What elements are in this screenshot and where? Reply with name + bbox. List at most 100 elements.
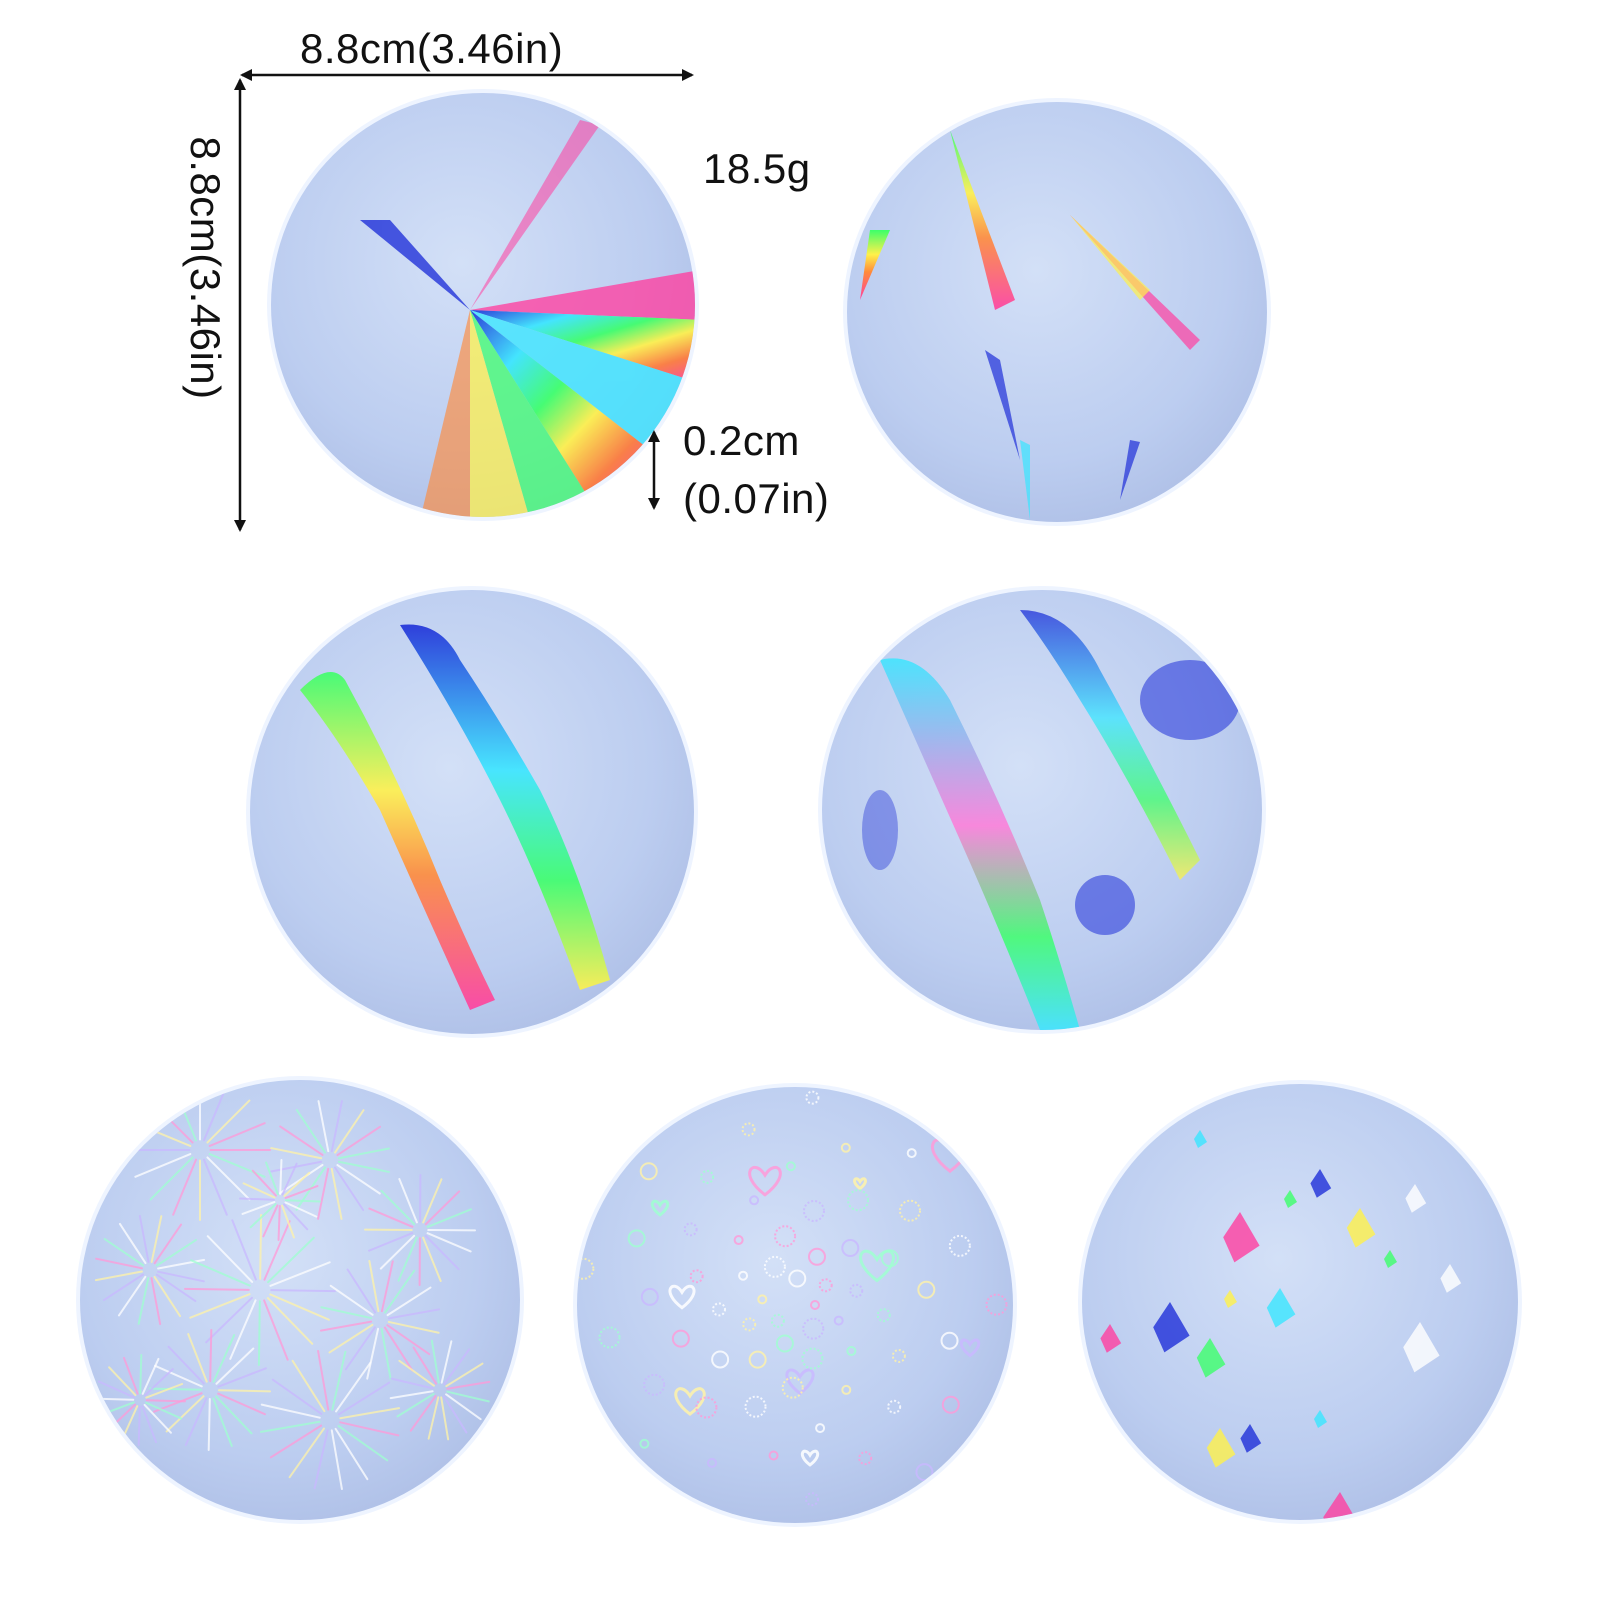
firework-ray	[398, 1359, 435, 1387]
dot-ring	[948, 1234, 971, 1257]
dot-ring	[858, 1451, 873, 1466]
firework-ray	[277, 1204, 281, 1241]
dot-ring	[985, 1293, 1008, 1316]
firework-ray	[368, 1207, 414, 1228]
firework-ray	[446, 1380, 491, 1390]
firework-ray	[145, 1383, 184, 1399]
firework-ray	[442, 1395, 468, 1434]
dot-ring	[846, 1346, 857, 1357]
firework-ray	[446, 1390, 490, 1403]
firework-ray	[317, 1167, 330, 1220]
firework-ray	[380, 1189, 416, 1226]
firework-ray	[217, 1392, 266, 1416]
dot-ring	[876, 1308, 891, 1323]
firework-ray	[150, 1215, 163, 1263]
firework-ray	[249, 1203, 277, 1229]
dot-ring	[840, 1142, 851, 1153]
firework-ray	[445, 1362, 484, 1388]
dot-ring	[818, 1278, 833, 1293]
firework-ray	[95, 1257, 143, 1270]
firework-ray	[205, 1296, 253, 1344]
firework-ray	[118, 1222, 147, 1265]
dot-ring	[775, 1334, 794, 1353]
firework-ray	[137, 1405, 141, 1446]
firework-ray	[281, 1204, 295, 1239]
coaster-diagonal-bands	[246, 586, 698, 1038]
firework-ray	[155, 1238, 198, 1267]
dot-ring	[774, 1225, 797, 1248]
firework-ray	[94, 1270, 143, 1282]
firework-ray	[333, 1166, 365, 1212]
coaster-fan-rays	[267, 89, 699, 521]
dot-ring	[802, 1199, 825, 1222]
holo-shard	[1310, 1169, 1332, 1198]
dot-ring	[700, 1169, 715, 1184]
firework-ray	[330, 1167, 343, 1220]
firework-ray	[102, 1273, 145, 1302]
firework-ray	[390, 1377, 434, 1390]
firework-ray	[380, 1260, 394, 1313]
firework-ray	[334, 1109, 365, 1154]
firework-ray	[279, 1125, 324, 1156]
holo-shard	[1405, 1184, 1427, 1213]
firework-ray	[284, 1185, 319, 1199]
firework-ray	[269, 1293, 330, 1321]
heart-shape	[748, 1166, 782, 1197]
dot-ring	[707, 1457, 718, 1468]
firework-ray	[317, 1350, 330, 1411]
firework-ray	[138, 1214, 150, 1263]
firework-ray	[189, 1293, 251, 1319]
holo-shard	[1266, 1288, 1296, 1328]
firework-ray	[412, 1346, 438, 1385]
firework-ray	[346, 1268, 377, 1314]
dot-ring	[887, 1399, 902, 1414]
firework-ray	[397, 1236, 418, 1282]
firework-ray	[283, 1203, 309, 1231]
dot-ring	[810, 1300, 820, 1310]
firework-ray	[430, 1339, 440, 1384]
firework-ray	[212, 1397, 233, 1447]
firework-ray	[283, 1171, 311, 1197]
firework-ray	[207, 1397, 211, 1451]
coaster-fireworks	[76, 1076, 524, 1524]
dot-ring	[833, 1315, 844, 1326]
firework-ray	[445, 1393, 482, 1421]
firework-ray	[134, 1153, 192, 1178]
firework-ray	[313, 1429, 329, 1490]
holo-shard	[1153, 1302, 1190, 1353]
dot-ring	[643, 1373, 666, 1396]
dot-ring	[598, 1326, 621, 1349]
firework-ray	[153, 1223, 183, 1265]
holo-shard	[1224, 1290, 1237, 1308]
firework-ray	[384, 1269, 416, 1314]
firework-ray	[215, 1347, 255, 1385]
dot-ring	[768, 1450, 779, 1461]
dot-ring	[802, 1317, 825, 1340]
firework-ray	[440, 1396, 450, 1441]
heart-shape	[674, 1387, 706, 1416]
firework-ray	[154, 1364, 203, 1388]
heart-shape	[853, 1177, 867, 1191]
firework-ray	[259, 1214, 263, 1280]
dot-ring	[849, 1283, 864, 1298]
coaster-shards	[1078, 1080, 1522, 1524]
heart-shape	[859, 1249, 895, 1283]
dot-ring	[841, 1239, 860, 1258]
thickness-label-in: (0.07in)	[683, 475, 830, 522]
dot-ring	[683, 1222, 698, 1237]
heart-shape	[959, 1338, 981, 1358]
holo-shard	[1100, 1324, 1122, 1353]
firework-ray	[339, 1407, 400, 1420]
coaster-hearts-and-dots	[573, 1083, 1017, 1527]
firework-ray	[263, 1220, 291, 1281]
firework-ray	[386, 1286, 432, 1317]
firework-ray	[330, 1100, 343, 1153]
dot-ring	[577, 1257, 595, 1280]
firework-ray	[291, 1359, 326, 1413]
width-label: 8.8cm(3.46in)	[300, 25, 564, 72]
holo-shard	[1346, 1208, 1376, 1248]
firework-ray	[266, 1297, 314, 1345]
firework-ray	[380, 1327, 392, 1381]
firework-ray	[337, 1160, 390, 1173]
dot-ring	[898, 1199, 921, 1222]
